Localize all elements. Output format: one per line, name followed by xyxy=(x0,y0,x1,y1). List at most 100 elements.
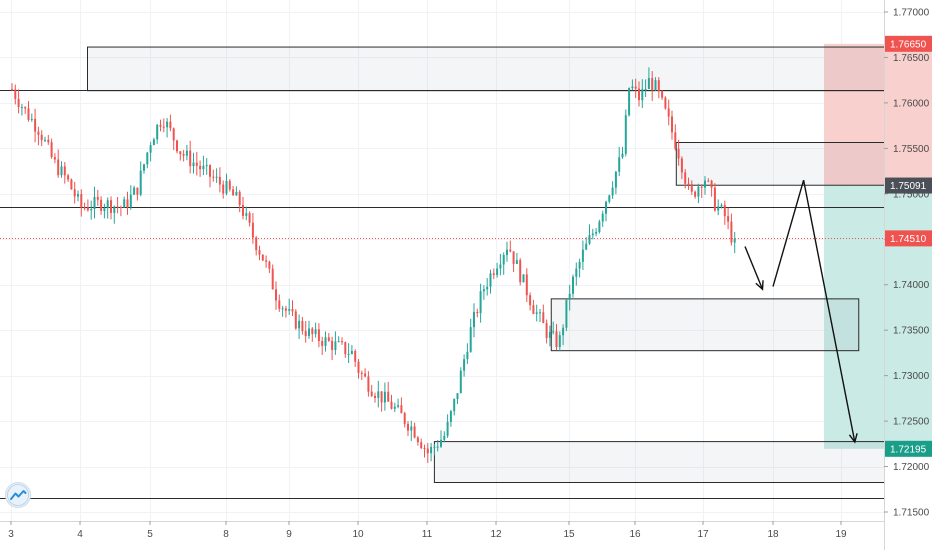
candle-body xyxy=(331,340,334,350)
x-tick-label: 9 xyxy=(286,529,292,540)
projection-arrows[interactable] xyxy=(744,179,858,444)
x-tick-label: 19 xyxy=(835,529,847,540)
candle-body xyxy=(608,195,611,202)
candle-body xyxy=(212,176,215,178)
projection-segment[interactable] xyxy=(744,246,764,290)
candle-body xyxy=(420,442,423,449)
candle-body xyxy=(63,166,66,176)
candle-body xyxy=(496,268,499,276)
candle-body xyxy=(588,235,591,244)
candle-body xyxy=(440,439,442,447)
candle-body xyxy=(209,165,211,177)
x-tick-label: 11 xyxy=(422,529,433,540)
candle-body xyxy=(162,126,165,128)
candle-body xyxy=(133,187,136,195)
candle-body xyxy=(443,435,446,440)
projection-segment[interactable] xyxy=(772,179,805,287)
candle-body xyxy=(156,124,159,140)
candle-body xyxy=(463,359,466,371)
candle-body xyxy=(192,162,195,167)
candle-body xyxy=(548,331,551,338)
candle-body xyxy=(17,98,20,108)
candle-body xyxy=(321,341,324,346)
projection-segment[interactable] xyxy=(802,180,856,443)
candle-body xyxy=(278,300,281,309)
candle-body xyxy=(661,91,664,98)
candle-body xyxy=(397,405,400,407)
candle-body xyxy=(377,391,380,398)
candle-body xyxy=(687,183,690,185)
demand-zone-bottom[interactable] xyxy=(433,441,885,484)
candle-body xyxy=(578,261,581,269)
demand-zone-middle[interactable] xyxy=(550,298,860,352)
candle-body xyxy=(304,331,307,336)
price-badge xyxy=(885,440,932,457)
x-tick-label: 8 xyxy=(223,529,229,540)
candle-body xyxy=(258,250,261,255)
candle-body xyxy=(713,187,716,211)
supply-zone-right[interactable] xyxy=(675,142,885,186)
candle-body xyxy=(727,216,730,222)
candle-body xyxy=(654,80,657,91)
stop-loss-area[interactable] xyxy=(824,43,932,186)
tradingview-logo[interactable] xyxy=(6,483,30,507)
candle-body xyxy=(83,207,86,209)
candle-body xyxy=(179,151,182,155)
short-position-tool[interactable] xyxy=(824,43,932,449)
candle-body xyxy=(284,308,287,311)
candle-body xyxy=(77,194,79,197)
candle-body xyxy=(288,309,291,311)
candle-body xyxy=(341,341,343,343)
candle-body xyxy=(436,446,439,448)
candle-body xyxy=(565,299,568,328)
candle-body xyxy=(119,207,122,209)
candle-body xyxy=(522,274,525,283)
candle-body xyxy=(202,165,205,170)
candle-body xyxy=(407,423,409,431)
candle-body xyxy=(139,170,142,195)
candle-body xyxy=(515,260,518,264)
x-tick-label: 4 xyxy=(77,529,83,540)
level-lines[interactable] xyxy=(0,90,884,499)
candle-body xyxy=(324,337,327,346)
candle-body xyxy=(116,206,119,208)
zones[interactable] xyxy=(87,46,885,484)
candle-body xyxy=(641,89,644,101)
y-tick-label: 1.75500 xyxy=(893,144,930,155)
chart-background xyxy=(0,0,884,522)
candle-body xyxy=(40,134,43,141)
y-tick-label: 1.71500 xyxy=(893,508,930,519)
candle-body xyxy=(492,273,495,276)
projection-arrowhead-target[interactable] xyxy=(848,433,858,444)
candle-body xyxy=(199,165,202,170)
supply-zone-top[interactable] xyxy=(87,46,885,92)
time-axis[interactable]: 3 4 5 8 9 10 11 12 15 16 17 18 19 xyxy=(8,521,847,540)
candle-body xyxy=(301,320,304,332)
candle-body xyxy=(27,108,30,120)
grid xyxy=(0,0,884,521)
candle-body xyxy=(67,175,70,180)
candle-body xyxy=(671,116,673,133)
y-tick-label: 1.76500 xyxy=(893,53,930,64)
candle-body xyxy=(479,291,482,314)
candle-body xyxy=(469,327,472,352)
candle-body xyxy=(357,361,360,373)
candle-body xyxy=(261,254,264,261)
price-axis[interactable]: 1.71500 1.72000 1.72500 1.73000 1.73500 1.740… xyxy=(884,8,930,519)
candle-body xyxy=(298,320,301,329)
candle-body xyxy=(136,187,139,195)
candle-body xyxy=(690,184,693,192)
take-profit-area[interactable] xyxy=(824,185,932,449)
y-tick-label: 1.76000 xyxy=(893,98,930,109)
candle-body xyxy=(50,142,53,158)
candle-body xyxy=(383,391,386,403)
price-badge-label: 1.72195 xyxy=(890,444,927,455)
candle-body xyxy=(317,329,320,342)
candle-body xyxy=(506,249,508,255)
candle-body xyxy=(169,121,172,129)
x-tick-label: 15 xyxy=(563,529,575,540)
candle-body xyxy=(624,115,627,154)
candle-body xyxy=(667,108,670,117)
projection-arrowhead-down[interactable] xyxy=(755,280,764,291)
